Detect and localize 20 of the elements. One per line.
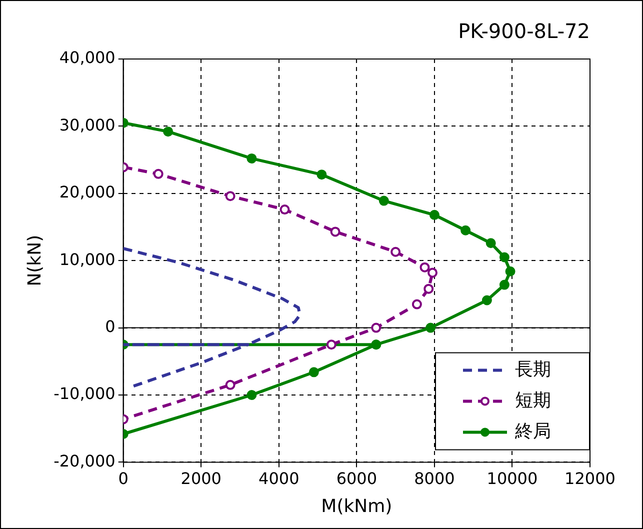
- x-tick-label: 2000: [180, 468, 222, 488]
- chart-title: PK-900-8L-72: [458, 19, 590, 44]
- x-axis-title: M(kNm): [321, 496, 392, 517]
- legend-label: 終局: [514, 420, 551, 442]
- legend-label: 長期: [515, 358, 551, 380]
- x-tick-label: 10000: [486, 468, 538, 488]
- y-tick-label: 40,000: [59, 48, 116, 68]
- y-tick-label: 30,000: [59, 115, 116, 134]
- y-axis-title: N(kN): [24, 234, 46, 286]
- y-tick-label: -10,000: [54, 384, 116, 404]
- y-tick-label: 10,000: [59, 250, 116, 269]
- y-tick-label: 20,000: [59, 182, 116, 202]
- x-tick-label: 4000: [258, 468, 300, 488]
- x-tick-label: 8000: [414, 468, 455, 488]
- x-tick-label: 0: [118, 468, 128, 488]
- y-tick-label: -20,000: [54, 451, 116, 470]
- y-tick-label: 0: [105, 316, 116, 336]
- legend-label: 短期: [515, 390, 551, 411]
- x-tick-label: 6000: [336, 468, 378, 488]
- x-tick-label: 12000: [564, 468, 616, 488]
